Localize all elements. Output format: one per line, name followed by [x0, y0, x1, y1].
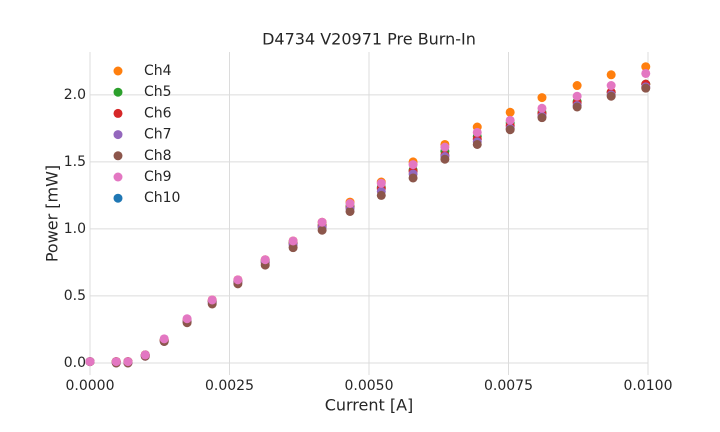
data-point: [537, 113, 547, 123]
data-point: [641, 68, 651, 78]
data-point: [207, 295, 217, 305]
y-axis-label: Power [mW]: [43, 165, 62, 262]
legend-label: Ch7: [144, 127, 172, 143]
x-tick-label: 0.0000: [66, 378, 115, 394]
chart-title: D4734 V20971 Pre Burn-In: [262, 30, 476, 49]
legend-marker: [113, 108, 123, 118]
legend-marker: [113, 151, 123, 161]
x-tick-label: 0.0100: [624, 378, 673, 394]
data-point: [317, 217, 327, 227]
data-point: [182, 314, 192, 324]
data-point: [123, 357, 133, 367]
data-point: [140, 350, 150, 360]
legend-marker: [113, 193, 123, 203]
data-point: [641, 62, 651, 72]
data-point: [606, 81, 616, 91]
data-point: [472, 127, 482, 137]
legend-label: Ch4: [144, 63, 172, 79]
data-point: [572, 102, 582, 112]
legend-label: Ch6: [144, 105, 172, 121]
data-point: [233, 275, 243, 285]
data-point: [85, 357, 95, 367]
data-point: [505, 107, 515, 117]
legend-label: Ch10: [144, 190, 180, 206]
data-point: [606, 70, 616, 80]
y-tick-label: 0.5: [64, 288, 86, 304]
y-tick-label: 2.0: [64, 87, 86, 103]
data-point: [376, 178, 386, 188]
data-point: [288, 236, 298, 246]
data-point: [505, 125, 515, 135]
x-axis-label: Current [A]: [325, 396, 414, 415]
legend-marker: [113, 130, 123, 140]
x-tick-label: 0.0075: [484, 378, 533, 394]
y-tick-label: 0.0: [64, 355, 86, 371]
data-point: [111, 357, 121, 367]
data-point: [376, 190, 386, 200]
legend-label: Ch8: [144, 148, 172, 164]
y-tick-label: 1.5: [64, 154, 86, 170]
legend-marker: [113, 87, 123, 97]
data-point: [606, 91, 616, 101]
data-point: [440, 142, 450, 152]
x-tick-label: 0.0025: [205, 378, 254, 394]
data-point: [505, 115, 515, 125]
data-point: [345, 198, 355, 208]
legend-label: Ch5: [144, 84, 172, 100]
data-point: [345, 206, 355, 216]
data-point: [472, 139, 482, 149]
data-point: [572, 91, 582, 101]
data-point: [537, 103, 547, 113]
y-tick-label: 1.0: [64, 221, 86, 237]
data-point: [537, 93, 547, 103]
data-point: [260, 255, 270, 265]
legend-marker: [113, 66, 123, 76]
data-point: [159, 334, 169, 344]
legend-marker: [113, 172, 123, 182]
data-point: [408, 173, 418, 183]
x-tick-label: 0.0050: [345, 378, 394, 394]
legend-label: Ch9: [144, 169, 172, 185]
data-point: [408, 160, 418, 170]
data-point: [572, 81, 582, 91]
data-point: [288, 243, 298, 253]
data-point: [317, 225, 327, 235]
data-point: [440, 154, 450, 164]
data-point: [641, 83, 651, 93]
